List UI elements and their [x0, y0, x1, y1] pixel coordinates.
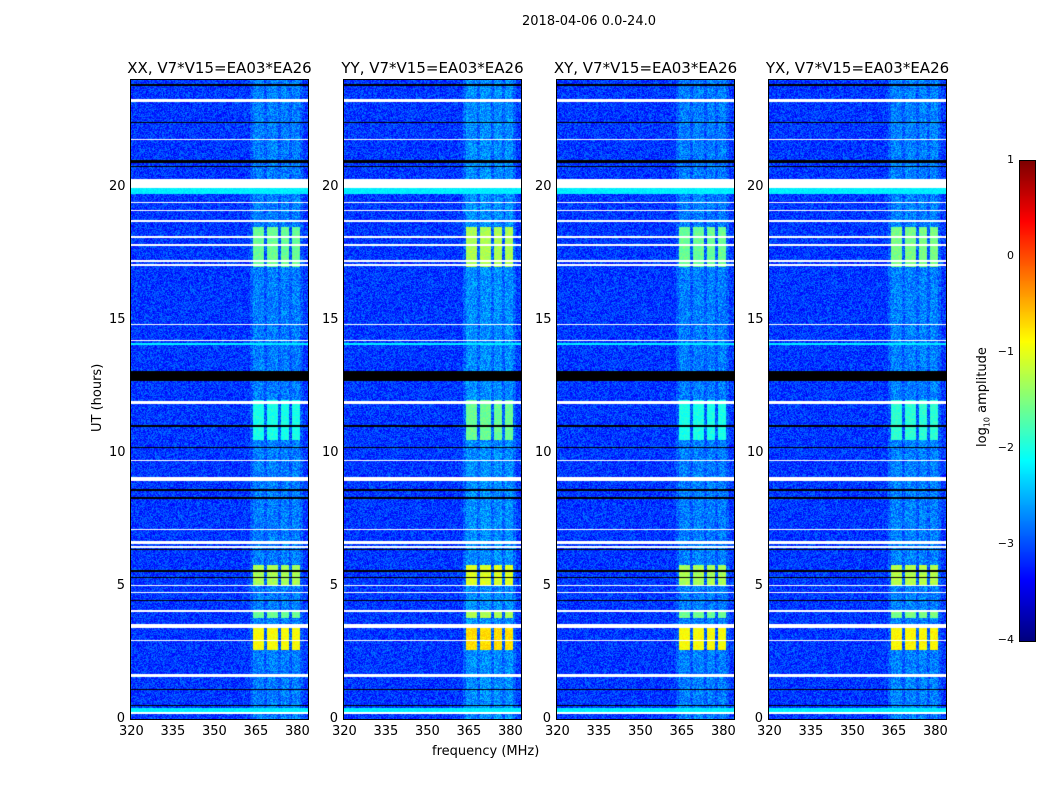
x-tick-label: 380 [922, 724, 948, 739]
colorbar-tick-label: 1 [1007, 153, 1014, 166]
y-tick-label: 10 [535, 444, 552, 460]
colorbar-tick-label: −1 [997, 345, 1014, 358]
x-tick-label: 365 [881, 724, 907, 739]
x-tick-label: 320 [332, 724, 357, 739]
x-tick-label: 350 [839, 724, 865, 739]
x-tick-label: 335 [373, 724, 399, 739]
y-tick-label: 20 [322, 178, 339, 194]
y-tick-label: 0 [116, 711, 125, 726]
x-tick-label: 350 [414, 724, 440, 739]
y-tick-label: 10 [109, 444, 126, 460]
colorbar-label-main: log [975, 427, 990, 447]
x-axis-label: frequency (MHz) [432, 744, 540, 759]
y-tick-label: 5 [754, 577, 763, 593]
y-tick-label: 5 [329, 577, 338, 593]
y-tick-label: 15 [747, 311, 764, 327]
y-tick-label: 0 [542, 711, 551, 726]
figure-title: 2018-04-06 0.0-24.0 [522, 14, 656, 29]
colorbar-label-sub: 10 [982, 416, 992, 428]
y-tick-label: 15 [322, 311, 339, 327]
y-axis-label: UT (hours) [90, 363, 105, 432]
x-tick-label: 365 [456, 724, 482, 739]
colorbar-label: log10 amplitude [975, 347, 992, 447]
y-tick-label: 20 [747, 178, 764, 194]
y-tick-label: 0 [329, 711, 338, 726]
x-tick-label: 320 [119, 724, 144, 739]
x-tick-label: 320 [545, 724, 570, 739]
x-tick-label: 365 [243, 724, 269, 739]
colorbar-tick-label: −2 [997, 441, 1014, 454]
x-tick-label: 350 [627, 724, 653, 739]
spectrogram-panel [768, 79, 947, 720]
y-tick-label: 15 [535, 311, 552, 327]
panel-title: YX, V7*V15=EA03*EA26 [765, 59, 950, 77]
x-tick-label: 380 [497, 724, 523, 739]
panel-title: XY, V7*V15=EA03*EA26 [553, 59, 738, 77]
y-tick-label: 0 [754, 711, 763, 726]
y-tick-label: 20 [109, 178, 126, 194]
y-tick-label: 20 [535, 178, 552, 194]
y-tick-label: 5 [116, 577, 125, 593]
y-tick-label: 10 [747, 444, 764, 460]
panel-title: YY, V7*V15=EA03*EA26 [341, 59, 524, 77]
spectrogram-panel [556, 79, 735, 720]
colorbar-tick-label: −3 [997, 537, 1014, 550]
y-tick-label: 15 [109, 311, 126, 327]
x-tick-label: 365 [669, 724, 695, 739]
x-tick-label: 320 [757, 724, 782, 739]
colorbar-tick-label: 0 [1007, 249, 1014, 262]
colorbar [1019, 160, 1036, 642]
x-tick-label: 350 [201, 724, 227, 739]
y-tick-label: 10 [322, 444, 339, 460]
panel-title: XX, V7*V15=EA03*EA26 [127, 59, 312, 77]
y-tick-label: 5 [542, 577, 551, 593]
colorbar-tick-label: −4 [997, 633, 1014, 646]
x-tick-label: 335 [586, 724, 612, 739]
x-tick-label: 380 [710, 724, 736, 739]
x-tick-label: 335 [798, 724, 824, 739]
x-tick-label: 335 [160, 724, 186, 739]
colorbar-label-rest: amplitude [975, 347, 990, 417]
spectrogram-panel [343, 79, 522, 720]
spectrogram-panel [130, 79, 309, 720]
x-tick-label: 380 [284, 724, 310, 739]
